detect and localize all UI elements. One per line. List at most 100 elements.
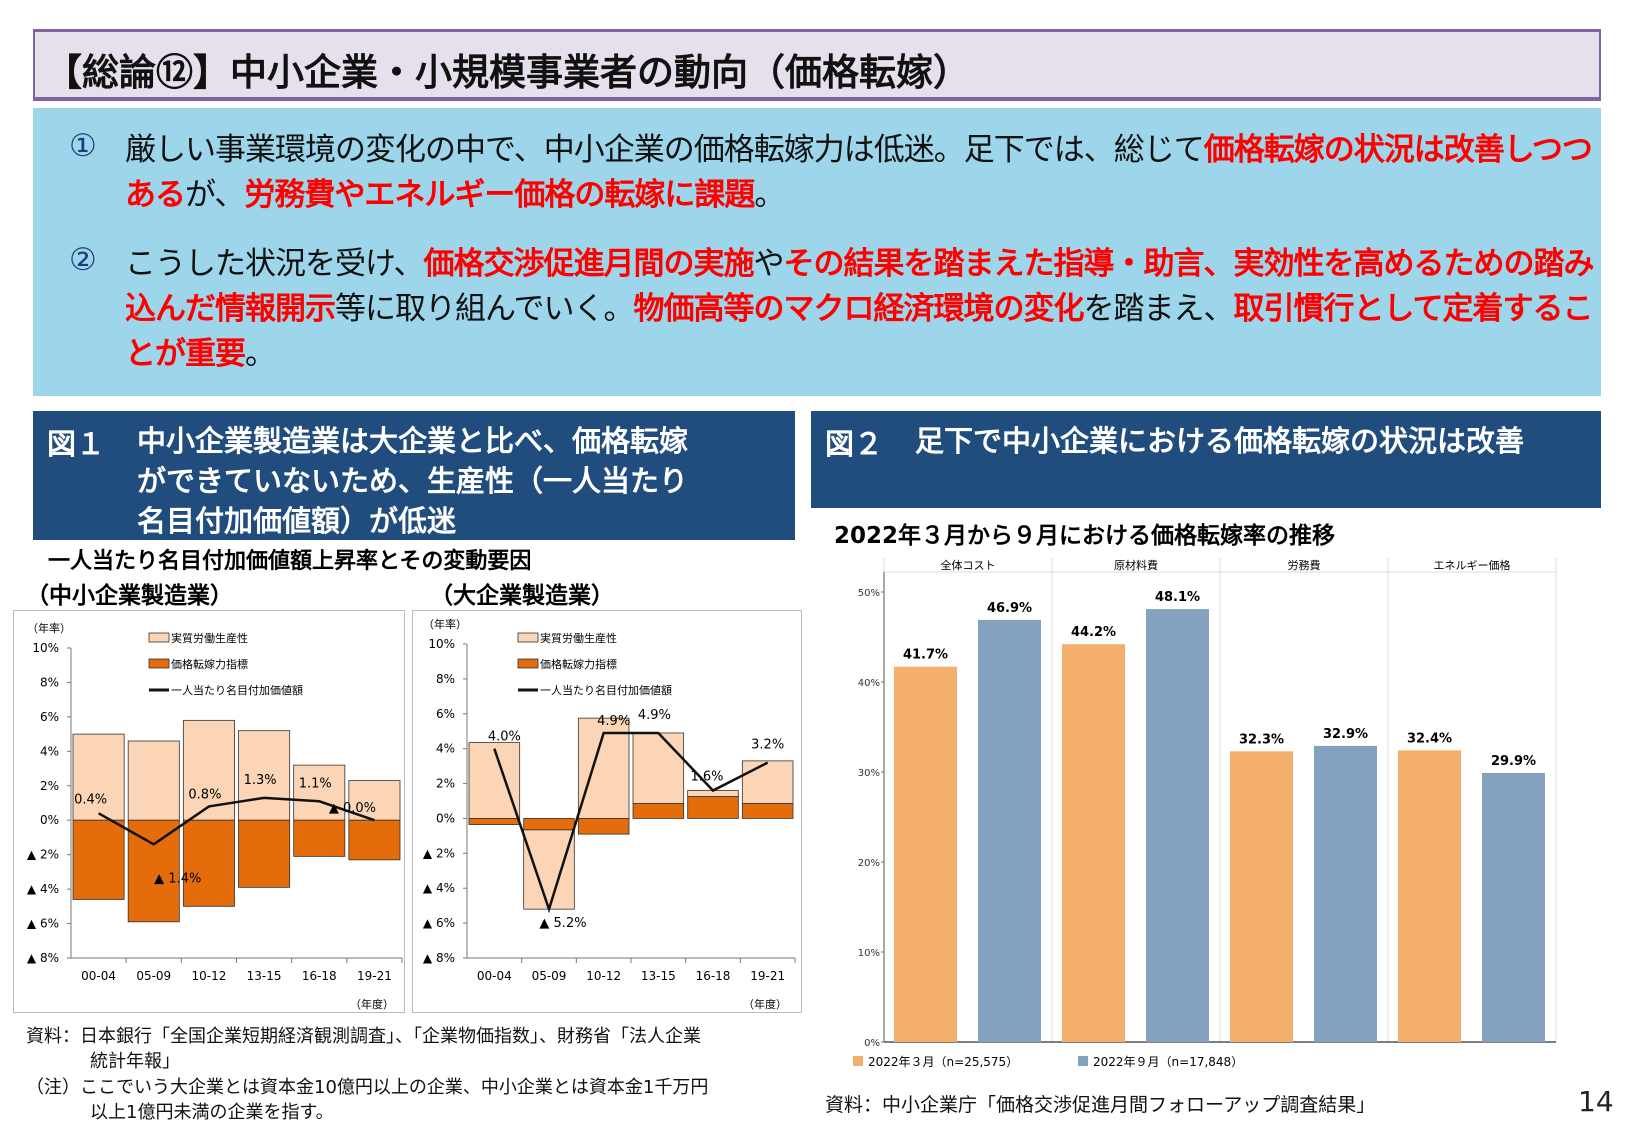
y-tick-label: 40% [858, 678, 880, 689]
panel-title-sme: （中小企業製造業） [26, 583, 233, 609]
data-label: 4.9% [597, 714, 630, 729]
line-nominal-value-added [97, 796, 375, 846]
bar-real-labor-productivity [293, 764, 346, 821]
y-tick-label: 10% [428, 637, 455, 651]
legend-swatch [1078, 1056, 1088, 1066]
y-tick-label: 2% [436, 777, 455, 791]
data-label: 0.8% [188, 787, 221, 802]
y-tick-label: 30% [858, 768, 880, 779]
footnote-cont: 以上1億円未満の企業を指す。 [90, 1102, 334, 1123]
chart-sme-frame: （年率） 10% 8% 6% 4% 2% 0% ▲ 2% ▲ 4% ▲ 6% ▲ 8% 00-04 05… [13, 610, 405, 1013]
figure1-heading: 中小企業製造業は大企業と比べ、価格転嫁 ができていないため、生産性（一人当たり … [137, 421, 688, 541]
bar-march [894, 666, 957, 1042]
y-tick-label: 6% [40, 710, 59, 724]
body-text: 。 [245, 336, 276, 372]
y-tick-label: 8% [436, 672, 455, 686]
legend-label: 価格転嫁力指標 [171, 657, 248, 671]
legend-swatch-pass-through [148, 658, 170, 669]
body-text: 厳しい事業環境の変化の中で、中小企業の価格転嫁力は低迷。足下では、総じて [125, 132, 1205, 168]
y-tick-label: ▲ 2% [423, 846, 455, 860]
bar-real-labor-productivity [741, 760, 794, 805]
source-note-1: 資料：日本銀行「全国企業短期経済観測調査」、「企業物価指数」、財務省「法人企業 [26, 1026, 701, 1047]
chart-large: （年率） 10% 8% 6% 4% 2% 0% ▲ 2% ▲ 4% ▲ 6% ▲ 8% 00-04 05… [423, 617, 796, 1011]
chart-large-frame: （年率） 10% 8% 6% 4% 2% 0% ▲ 2% ▲ 4% ▲ 6% ▲ 8% 00-04 05… [412, 610, 802, 1013]
bar-real-labor-productivity [72, 733, 125, 821]
bar-price-pass-through [741, 803, 794, 819]
summary-text: こうした状況を受け、価格交渉促進月間の実施やその結果を踏まえた指導・助言、実効性… [125, 242, 1595, 377]
legend-swatch-productivity [517, 632, 539, 643]
bar-price-pass-through [293, 819, 346, 857]
y-tick-label: 0% [40, 813, 59, 827]
bar-price-pass-through [238, 819, 291, 888]
legend-swatch-productivity [148, 632, 170, 643]
data-label: 32.9% [1323, 727, 1368, 742]
source-note-1-cont: 統計年報」 [90, 1051, 180, 1072]
y-tick-label: ▲ 2% [27, 848, 59, 862]
bar-september [1146, 609, 1209, 1042]
x-tick-label: 00-04 [81, 969, 116, 983]
legend-swatch-pass-through [517, 658, 539, 669]
data-label: 46.9% [987, 601, 1032, 616]
body-text: や [753, 246, 784, 282]
y-axis-label: （年率） [423, 617, 467, 631]
bar-real-labor-productivity [127, 740, 180, 821]
summary-text: 厳しい事業環境の変化の中で、中小企業の価格転嫁力は低迷。足下では、総じて価格転嫁… [125, 128, 1595, 218]
figure2-subtitle: 2022年３月から９月における価格転嫁率の推移 [834, 523, 1336, 549]
y-tick-label: 6% [436, 707, 455, 721]
x-tick-label: 10-12 [586, 969, 621, 983]
x-tick-label: 05-09 [532, 969, 567, 983]
y-tick-label: ▲ 6% [423, 916, 455, 930]
y-tick-label: 0% [864, 1038, 880, 1049]
data-label: ▲ 0.0% [329, 801, 376, 816]
bar-real-labor-productivity [632, 732, 685, 805]
bar-price-pass-through [577, 818, 630, 835]
bar-price-pass-through [72, 819, 125, 900]
y-tick-label: 10% [858, 948, 880, 959]
bar-price-pass-through [468, 818, 521, 825]
figure2-header: 図２ 足下で中小企業における価格転嫁の状況は改善 [811, 411, 1601, 508]
data-label: 48.1% [1155, 590, 1200, 605]
heading-line: 中小企業製造業は大企業と比べ、価格転嫁 [137, 424, 689, 458]
y-tick-label: 2% [40, 779, 59, 793]
data-label: 4.0% [488, 730, 521, 745]
y-tick-label: ▲ 8% [27, 951, 59, 965]
x-tick-label: 16-18 [302, 969, 337, 983]
legend-label: 2022年３月（n=25,575） [868, 1055, 1018, 1069]
bar-price-pass-through [182, 819, 235, 907]
x-tick-label: 10-12 [191, 969, 226, 983]
summary-box: ① 厳しい事業環境の変化の中で、中小企業の価格転嫁力は低迷。足下では、総じて価格… [33, 108, 1601, 396]
y-axis-label: （年率） [27, 621, 71, 635]
bar-march [1398, 750, 1461, 1042]
legend-label: 実質労働生産性 [171, 631, 248, 645]
emphasis-text: その結果を踏まえた指導・助言、実効性を高めるための踏み込んだ情報開示 [125, 246, 1594, 327]
bar-price-pass-through [687, 796, 739, 819]
x-tick-label: 05-09 [136, 969, 171, 983]
bar-september [1314, 745, 1377, 1042]
y-tick-label: 0% [436, 811, 455, 825]
data-label: ▲ 1.4% [154, 871, 201, 886]
legend-label: 一人当たり名目付加価値額 [171, 683, 303, 697]
footnote: （注）ここでいう大企業とは資本金10億円以上の企業、中小企業とは資本金1千万円 [26, 1077, 709, 1098]
body-text: 等に取り組んでいく。 [335, 291, 634, 327]
data-label: 44.2% [1071, 625, 1116, 640]
heading-line: 名目付加価値額）が低迷 [137, 504, 457, 538]
x-tick-label: 00-04 [477, 969, 512, 983]
y-tick-label: ▲ 6% [27, 917, 59, 931]
x-tick-label: 19-21 [750, 969, 785, 983]
emphasis-text: 労務費やエネルギー価格の転嫁に課題 [244, 177, 755, 213]
y-tick-label: 4% [436, 742, 455, 756]
y-tick-label: 8% [40, 675, 59, 689]
category-label: 全体コスト [941, 558, 996, 572]
data-label: 32.4% [1407, 731, 1452, 746]
item-number: ① [69, 128, 97, 164]
data-label: 41.7% [903, 648, 948, 663]
category-label: エネルギー価格 [1434, 558, 1511, 572]
heading-line: ができていないため、生産性（一人当たり [137, 464, 689, 498]
panel-title-large: （大企業製造業） [430, 583, 614, 609]
emphasis-text: 物価高等のマクロ経済環境の変化 [633, 291, 1084, 327]
data-label: 1.1% [299, 776, 332, 791]
source-note-2: 資料：中小企業庁「価格交渉促進月間フォローアップ調査結果」 [825, 1094, 1376, 1116]
bar-september [978, 619, 1041, 1042]
bar-price-pass-through [632, 803, 685, 819]
